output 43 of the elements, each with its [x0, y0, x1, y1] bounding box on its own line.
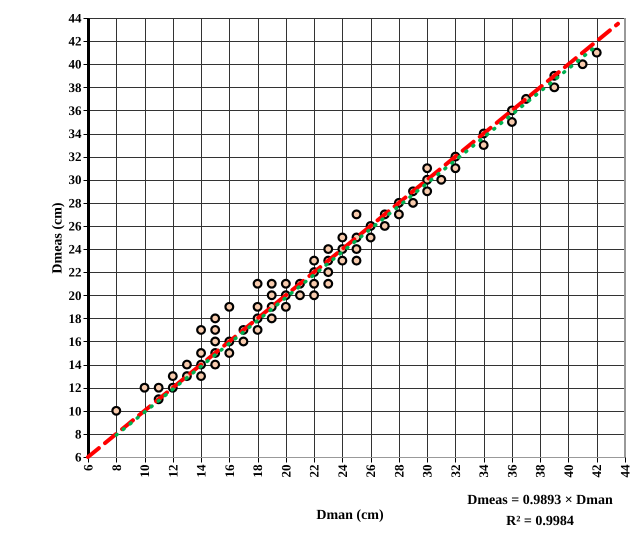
y-tick-label: 34 — [68, 126, 82, 142]
y-tick-label: 26 — [68, 218, 82, 234]
x-tick-label: 6 — [80, 464, 96, 471]
y-tick-label: 10 — [68, 403, 82, 418]
y-tick-label: 30 — [68, 172, 82, 188]
x-tick-label: 42 — [589, 464, 604, 478]
x-tick-label: 24 — [334, 464, 350, 478]
x-tick-label: 28 — [391, 464, 406, 478]
x-axis-title: Dman (cm) — [316, 508, 384, 523]
x-tick-label: 40 — [560, 464, 576, 478]
y-tick-label: 14 — [68, 357, 82, 372]
text: Dmeas = 0.9893 × Dman — [467, 493, 613, 508]
x-tick-label: 22 — [306, 464, 322, 478]
y-tick-label: 40 — [68, 56, 82, 72]
y-tick-label: 38 — [68, 80, 82, 95]
y-tick-label: 42 — [68, 34, 82, 49]
x-tick-label: 14 — [194, 464, 209, 478]
y-tick-label: 28 — [68, 195, 82, 210]
y-tick-label: 20 — [68, 288, 82, 303]
x-tick-label: 16 — [222, 464, 237, 478]
x-tick-label: 12 — [165, 464, 180, 478]
x-tick-label: 26 — [363, 464, 378, 478]
y-tick-label: 24 — [68, 242, 82, 257]
y-tick-label: 22 — [68, 264, 82, 280]
x-tick-label: 10 — [137, 464, 152, 478]
x-tick-label: 30 — [420, 464, 435, 478]
x-tick-label: 38 — [532, 464, 548, 478]
y-tick-label: 12 — [68, 380, 82, 396]
x-tick-label: 20 — [278, 464, 294, 478]
y-tick-label: 18 — [68, 310, 82, 326]
y-axis-title: Dmeas (cm) — [50, 202, 66, 274]
x-tick-label: 8 — [108, 464, 124, 471]
y-tick-label: 44 — [68, 10, 82, 26]
x-tick-label: 32 — [448, 464, 463, 478]
x-tick-label: 36 — [504, 464, 520, 478]
y-tick-label: 8 — [75, 426, 82, 442]
x-tick-label: 18 — [250, 464, 266, 478]
x-tick-label: 44 — [618, 464, 632, 478]
y-tick-label: 16 — [68, 334, 82, 349]
text: R² = 0.9984 — [506, 514, 574, 529]
y-tick-label: 32 — [68, 149, 82, 164]
y-tick-label: 36 — [68, 102, 82, 118]
x-tick-label: 34 — [476, 464, 492, 478]
